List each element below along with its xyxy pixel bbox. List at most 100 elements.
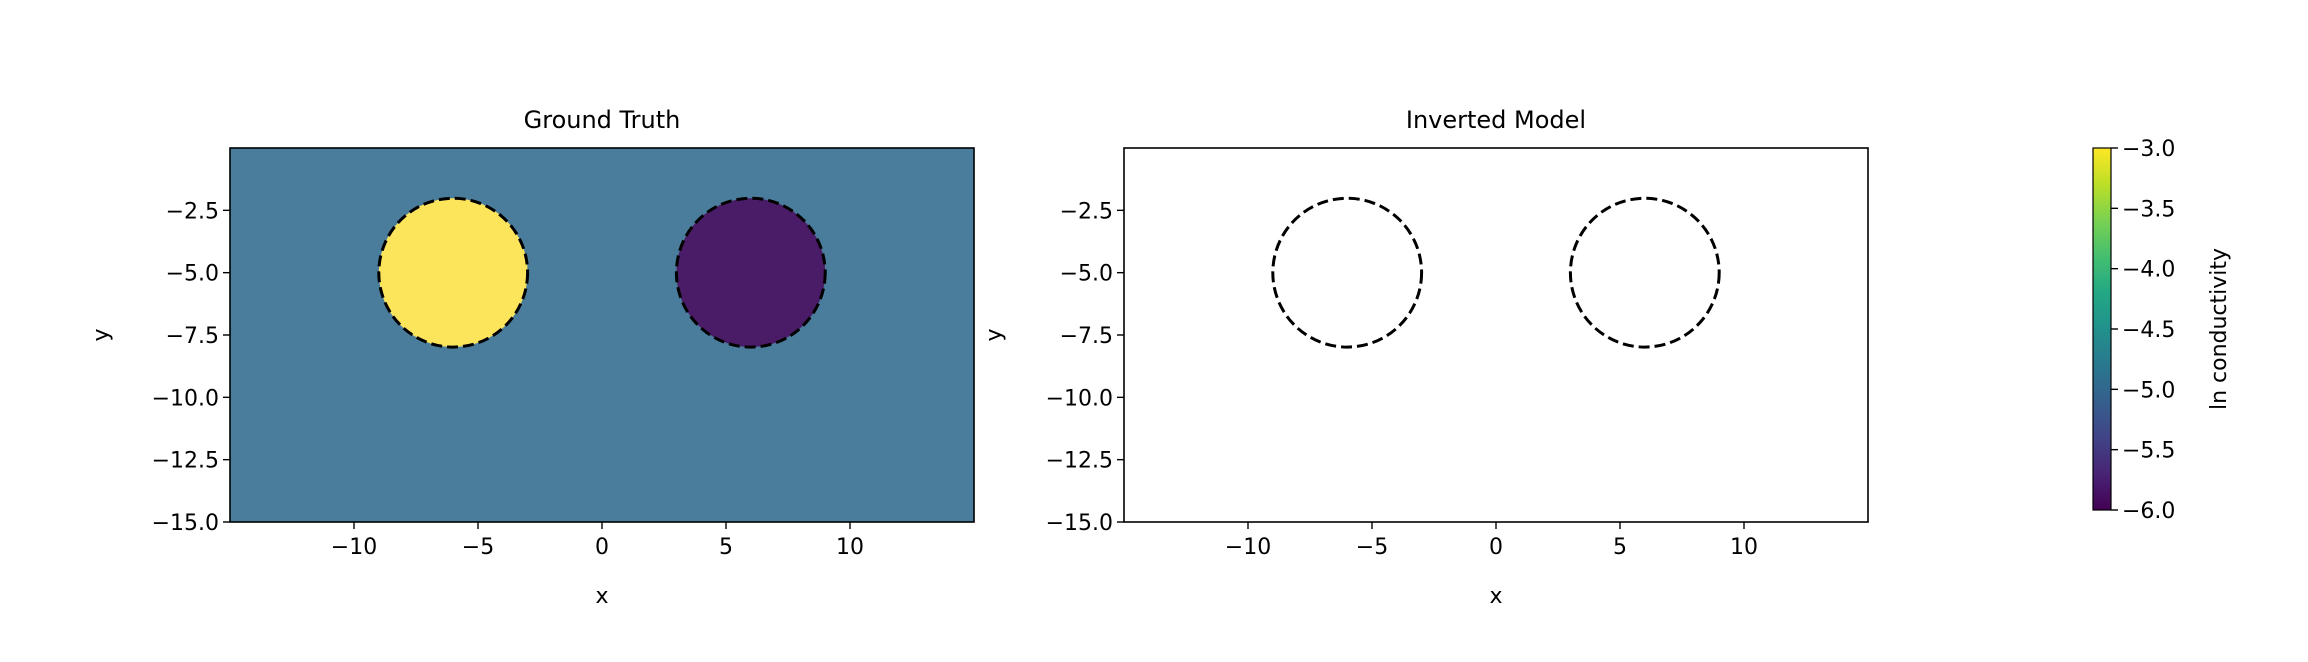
inverted-model-artifact-cell: [1781, 148, 1794, 158]
inverted-model-artifact-cell: [1124, 166, 1137, 176]
inverted-model-artifact-cell: [1186, 175, 1199, 185]
ground-truth-outline-1: [377, 196, 530, 349]
inverted-model-artifact-cell: [1694, 157, 1707, 167]
inverted-model-artifact-cell: [1694, 166, 1707, 176]
inverted-model-artifact-cell: [1459, 157, 1472, 167]
inverted-model-artifact-cell: [1397, 166, 1410, 176]
inverted-model-xtick-label: −10: [1225, 535, 1271, 560]
inverted-model-artifact-cell: [1136, 175, 1149, 185]
inverted-model-artifact-cell: [1360, 148, 1373, 158]
inverted-model-artifact-cell: [1384, 175, 1397, 185]
inverted-model-artifact-cell: [1372, 166, 1385, 176]
inverted-model-title: Inverted Model: [1406, 106, 1586, 134]
inverted-model-artifact-cell: [1558, 175, 1571, 185]
colorbar-tick-label: −3.0: [2122, 137, 2175, 162]
inverted-model-artifact-cell: [1248, 157, 1261, 167]
inverted-model-artifact-cell: [1310, 157, 1323, 167]
colorbar-tick-label: −5.5: [2122, 439, 2175, 464]
inverted-model-artifact-cell: [1124, 148, 1137, 158]
ground-truth-ytick-label: −15.0: [152, 511, 219, 536]
inverted-model-artifact-cell: [1595, 148, 1608, 158]
inverted-model-artifact-cell: [1223, 157, 1236, 167]
inverted-model-artifact-cell: [1670, 157, 1683, 167]
inverted-model-artifact-cell: [1397, 175, 1410, 185]
inverted-model-artifact-cell: [1521, 175, 1534, 185]
inverted-model-artifact-cell: [1620, 148, 1633, 158]
colorbar: −3.0 −3.5 −4.0 −4.5 −5.0 −5.5 −6.0 ln conducti…: [2092, 137, 2232, 524]
inverted-model-anomaly-2: [1580, 149, 1709, 297]
inverted-model-artifact-cell: [1322, 148, 1335, 158]
ground-truth-panel: Ground Truth −10 −5 0 5 10 −2.5 −5.0 −7.5 −10.0 −…: [89, 106, 975, 609]
inverted-model-panel: Inverted Model −10 −5 0 5 10 −2.5 −5.0 −7.5 −10.…: [982, 106, 1869, 609]
ground-truth-xtick-label: 0: [595, 535, 609, 560]
inverted-model-artifact-cell: [1384, 157, 1397, 167]
inverted-model-artifact-cell: [1508, 148, 1521, 158]
inverted-model-artifact-cell: [1161, 157, 1174, 167]
ground-truth-xtick-label: −10: [331, 535, 377, 560]
inverted-model-artifact-cell: [1608, 148, 1621, 158]
inverted-model-artifact-cell: [1161, 175, 1174, 185]
inverted-model-artifact-cell: [1595, 166, 1608, 176]
inverted-model-artifact-cell: [1856, 148, 1869, 158]
inverted-model-artifact-cell: [1174, 157, 1187, 167]
inverted-model-artifact-cell: [1273, 148, 1286, 158]
inverted-model-artifact-cell: [1732, 148, 1745, 158]
inverted-model-artifact-cell: [1347, 148, 1360, 158]
inverted-model-artifact-cell: [1595, 175, 1608, 185]
inverted-model-artifact-cell: [1831, 148, 1844, 158]
inverted-model-artifact-cell: [1732, 175, 1745, 185]
inverted-model-artifact-cell: [1422, 175, 1435, 185]
inverted-model-artifact-cell: [1285, 148, 1298, 158]
inverted-model-artifact-cell: [1657, 148, 1670, 158]
inverted-model-artifact-cell: [1657, 166, 1670, 176]
ground-truth-title: Ground Truth: [524, 106, 681, 134]
inverted-model-artifact-cell: [1570, 148, 1583, 158]
inverted-model-artifact-cell: [1732, 166, 1745, 176]
inverted-model-artifact-cell: [1632, 175, 1645, 185]
inverted-model-artifact-cell: [1372, 175, 1385, 185]
colorbar-tick-label: −6.0: [2122, 499, 2175, 524]
inverted-model-artifact-cell: [1546, 157, 1559, 167]
inverted-model-artifact-cell: [1781, 166, 1794, 176]
ground-truth-anomaly-1: [378, 198, 528, 348]
inverted-model-artifact-cell: [1744, 157, 1757, 167]
inverted-model-artifact-cell: [1260, 157, 1273, 167]
inverted-model-artifact-cell: [1260, 166, 1273, 176]
inverted-model-artifact-cell: [1856, 175, 1869, 185]
inverted-model-artifact-cell: [1694, 175, 1707, 185]
inverted-model-artifact-cell: [1149, 157, 1162, 167]
inverted-model-artifact-cell: [1620, 175, 1633, 185]
ground-truth-xtick-label: 10: [836, 535, 864, 560]
ground-truth-xlabel: x: [595, 584, 608, 609]
inverted-model-artifact-cell: [1843, 148, 1856, 158]
inverted-model-artifact-cell: [1260, 148, 1273, 158]
inverted-model-artifact-cell: [1570, 175, 1583, 185]
inverted-model-artifact-cell: [1149, 175, 1162, 185]
inverted-model-ytick-label: −2.5: [1060, 199, 1113, 224]
inverted-model-artifact-cell: [1570, 157, 1583, 167]
inverted-model-artifact-cell: [1198, 148, 1211, 158]
inverted-model-artifact-cell: [1521, 157, 1534, 167]
inverted-model-artifact-cell: [1471, 157, 1484, 167]
inverted-model-artifact-cell: [1198, 175, 1211, 185]
inverted-model-artifact-cell: [1347, 175, 1360, 185]
inverted-model-artifact-cell: [1384, 166, 1397, 176]
colorbar-fill: [2092, 147, 2112, 511]
inverted-model-artifact-cell: [1335, 175, 1348, 185]
ground-truth-ytick-label: −2.5: [166, 199, 219, 224]
inverted-model-artifact-cell: [1236, 166, 1249, 176]
inverted-model-artifact-cell: [1682, 166, 1695, 176]
inverted-model-outline-2: [1568, 196, 1721, 349]
inverted-model-artifact-cell: [1533, 175, 1546, 185]
inverted-model-artifact-cell: [1434, 148, 1447, 158]
inverted-model-artifact-cell: [1818, 157, 1831, 167]
inverted-model-artifact-cell: [1645, 157, 1658, 167]
inverted-model-background: [1124, 148, 1868, 522]
inverted-model-artifact-cell: [1831, 175, 1844, 185]
inverted-model-ytick-label: −5.0: [1060, 262, 1113, 287]
inverted-model-artifact-cell: [1149, 148, 1162, 158]
inverted-model-artifact-cell: [1446, 157, 1459, 167]
inverted-model-ytick-label: −12.5: [1046, 449, 1113, 474]
inverted-model-artifact-cell: [1558, 166, 1571, 176]
inverted-model-artifact-cell: [1558, 148, 1571, 158]
